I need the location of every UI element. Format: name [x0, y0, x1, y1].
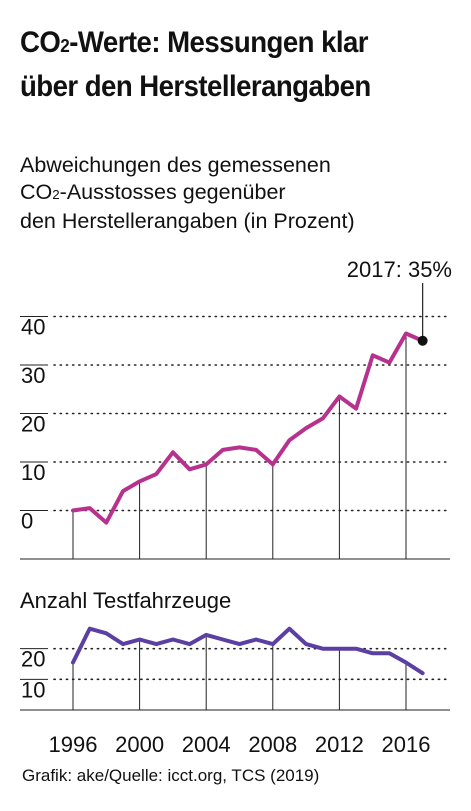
annotation-marker	[417, 335, 428, 346]
deviation-ytick-label: 0	[21, 509, 33, 534]
subtitle-line-3: den Herstellerangaben (in Prozent)	[20, 209, 355, 233]
annotation-label: 2017: 35%	[347, 257, 452, 282]
testcars-ytick-label: 20	[21, 647, 45, 672]
x-tick-label: 2004	[182, 732, 231, 757]
testcars-title: Anzahl Testfahrzeuge	[20, 588, 231, 613]
title-line-1: CO2-Werte: Messungen klar	[20, 26, 369, 59]
subtitle-line-2: CO2-Ausstosses gegenüber	[20, 180, 286, 204]
x-tick-label: 2012	[315, 732, 364, 757]
testcars-ytick-label: 10	[21, 677, 45, 702]
deviation-ytick-label: 40	[21, 315, 45, 340]
x-tick-label: 2000	[115, 732, 164, 757]
x-tick-label: 1996	[49, 732, 98, 757]
title-line-2: über den Herstellerangaben	[20, 70, 371, 103]
source-footer: Grafik: ake/Quelle: icct.org, TCS (2019)	[22, 766, 320, 785]
x-tick-label: 2016	[382, 732, 431, 757]
deviation-series-line	[71, 331, 425, 525]
deviation-ytick-label: 30	[21, 363, 45, 388]
subtitle-line-1: Abweichungen des gemessenen	[20, 153, 331, 177]
deviation-ytick-label: 10	[21, 460, 45, 485]
chart-title: CO2-Werte: Messungen klar über den Herst…	[20, 22, 425, 107]
testcars-series-line	[71, 626, 425, 676]
deviation-ytick-label: 20	[21, 412, 45, 437]
x-tick-label: 2008	[248, 732, 297, 757]
chart-subtitle: Abweichungen des gemessenen CO2-Ausstoss…	[20, 152, 460, 235]
